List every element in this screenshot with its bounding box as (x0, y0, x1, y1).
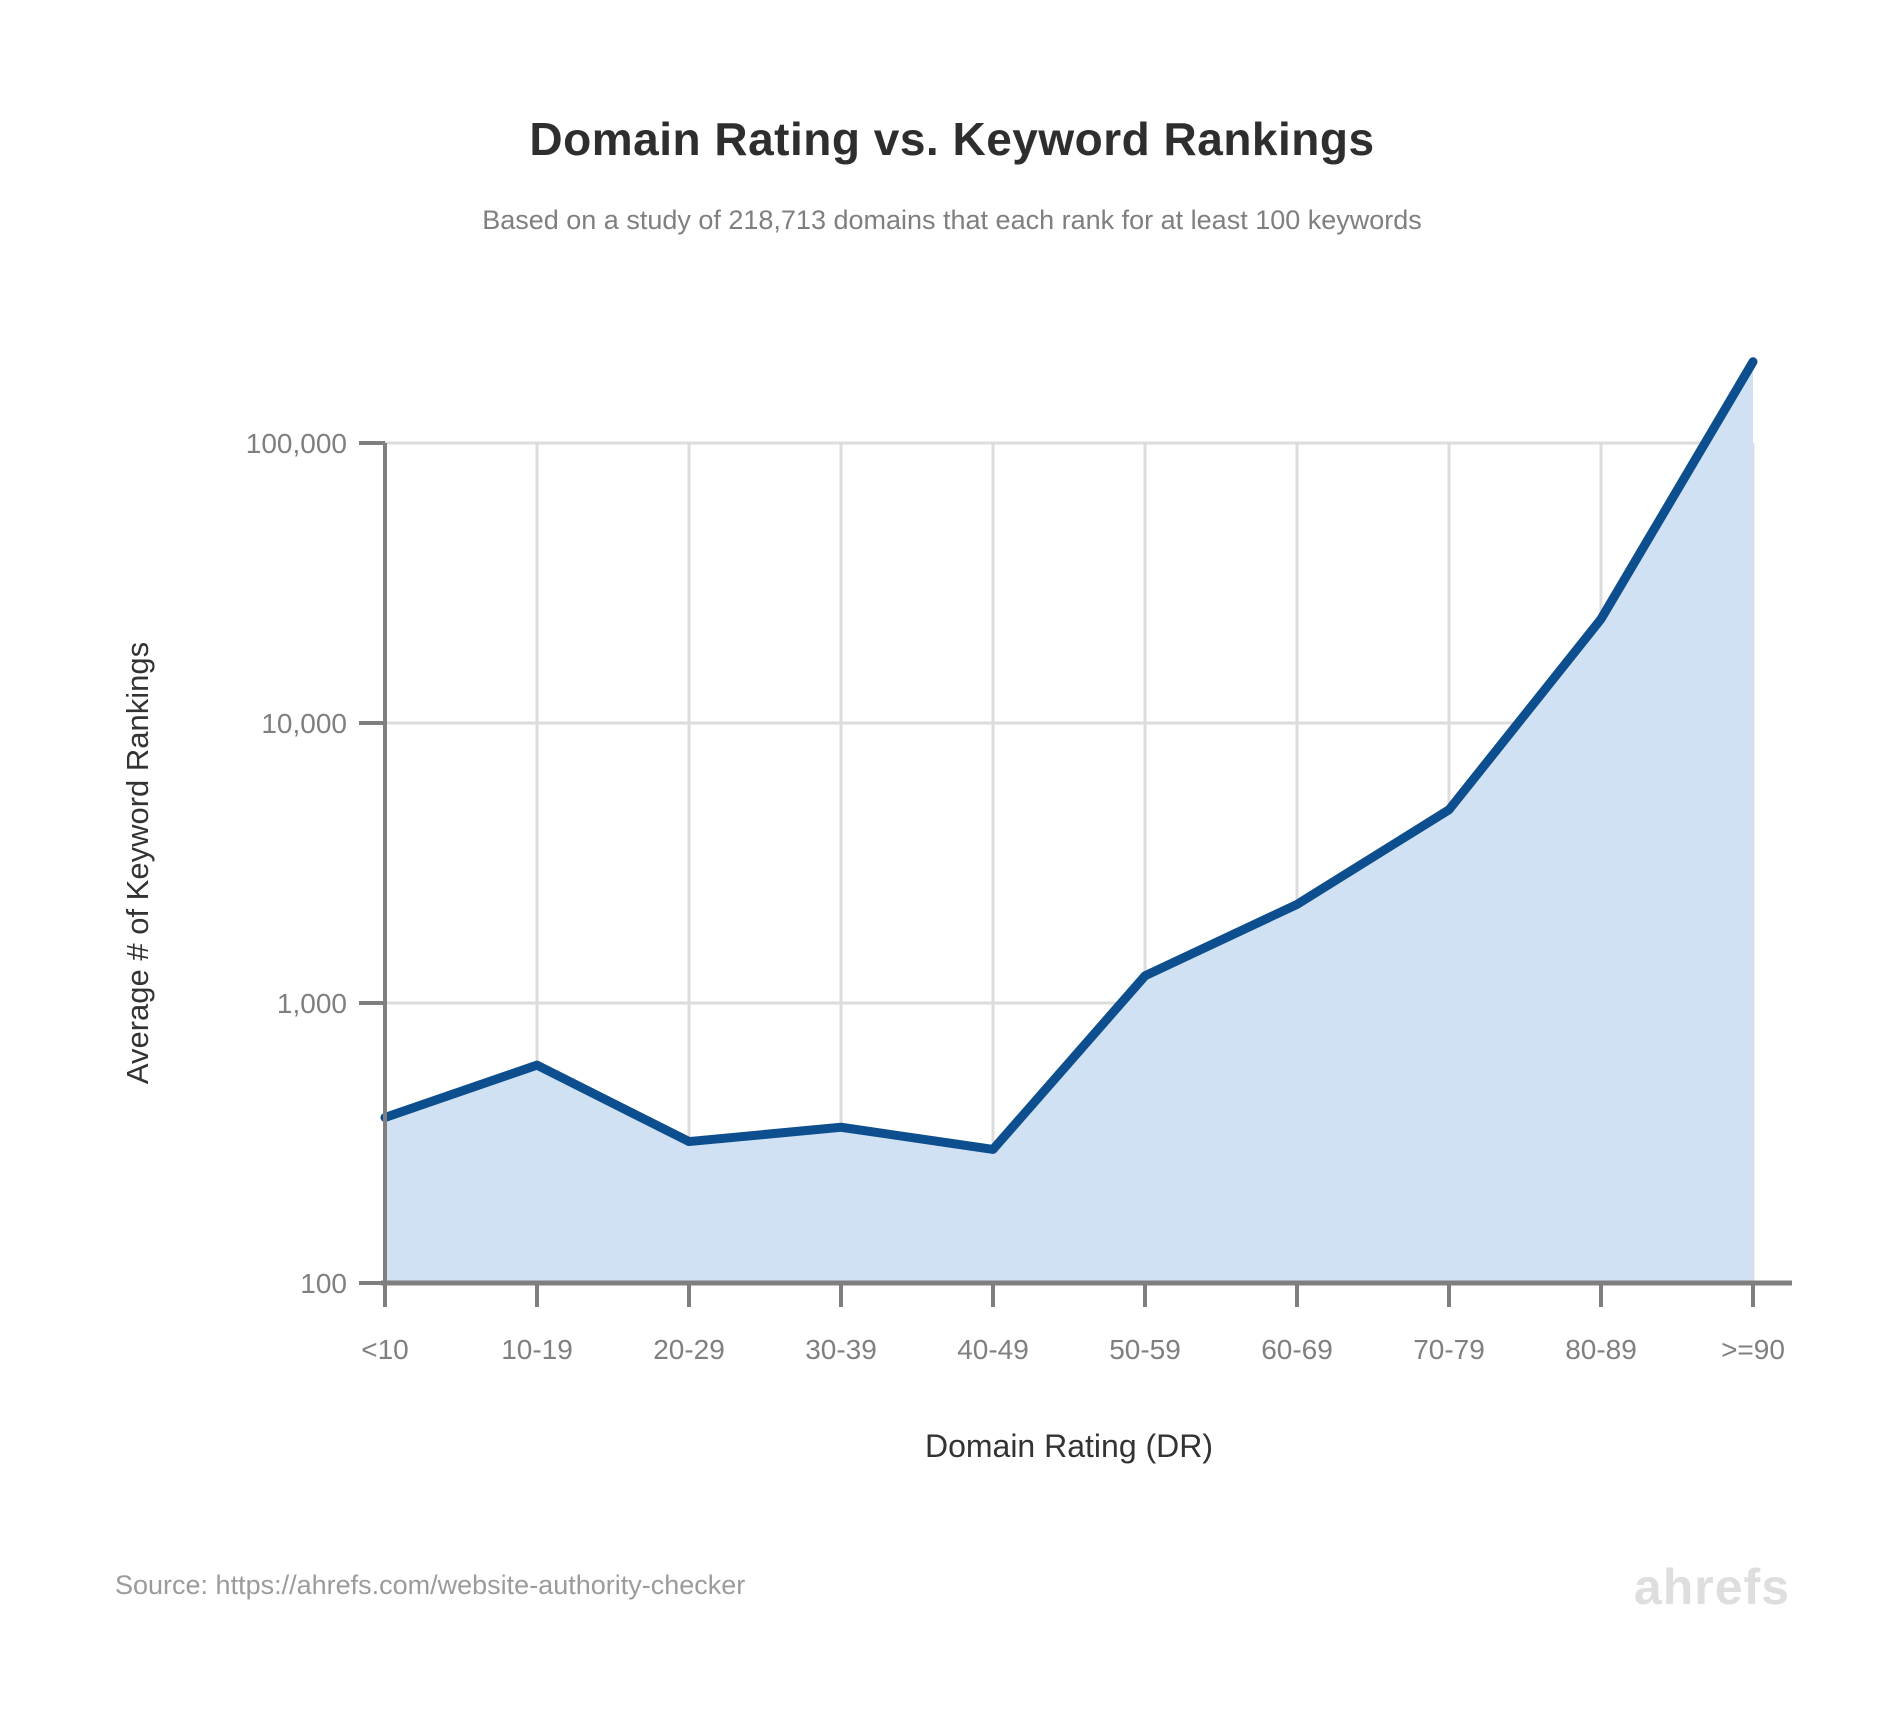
x-tick-label: 60-69 (1261, 1334, 1333, 1365)
x-tick-label: 70-79 (1413, 1334, 1485, 1365)
x-tick-label: 10-19 (501, 1334, 573, 1365)
y-tick-label: 1,000 (277, 988, 347, 1019)
y-tick-label: 100,000 (246, 428, 347, 459)
y-axis-title: Average # of Keyword Rankings (120, 641, 155, 1085)
chart-subtitle: Based on a study of 218,713 domains that… (482, 205, 1422, 235)
x-tick-label: 20-29 (653, 1334, 725, 1365)
ahrefs-logo: ahrefs (1633, 1559, 1790, 1615)
x-tick-label: >=90 (1721, 1334, 1785, 1365)
source-text: Source: https://ahrefs.com/website-autho… (115, 1570, 746, 1600)
area-fill (385, 361, 1753, 1284)
y-tick-label: 10,000 (261, 708, 347, 739)
x-tick-label: 40-49 (957, 1334, 1029, 1365)
x-tick-label: 30-39 (805, 1334, 877, 1365)
chart-title: Domain Rating vs. Keyword Rankings (529, 113, 1375, 165)
y-tick-label: 100 (300, 1268, 347, 1299)
data-line (380, 357, 1758, 1154)
x-tick-label: 50-59 (1109, 1334, 1181, 1365)
x-tick-label: 80-89 (1565, 1334, 1637, 1365)
x-axis-title: Domain Rating (DR) (924, 1428, 1214, 1464)
x-tick-label: <10 (361, 1334, 409, 1365)
